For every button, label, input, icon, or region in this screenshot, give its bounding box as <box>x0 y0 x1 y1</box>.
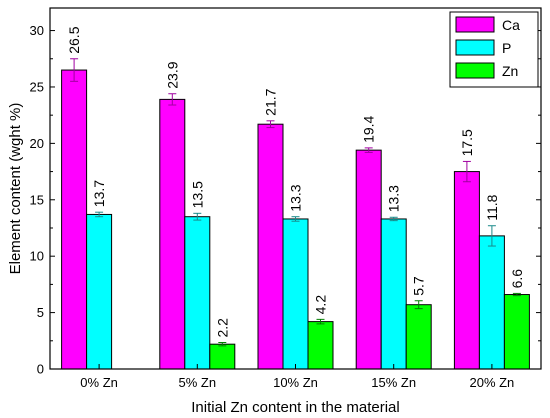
x-tick-label: 0% Zn <box>80 375 118 390</box>
plot-area: 26.5 13.7 23.9 13.5 2.2 21.7 13.3 4.2 19.4 13.3 5.… <box>61 26 530 370</box>
x-axis-title: Initial Zn content in the material <box>191 399 399 416</box>
y-tick-label: 10 <box>30 249 44 264</box>
data-label: 19.4 <box>361 115 377 142</box>
bar-zn <box>307 321 334 370</box>
legend-swatch-ca <box>455 16 495 33</box>
bar-ca <box>257 123 284 370</box>
bar-p <box>380 218 407 370</box>
data-label: 17.5 <box>459 129 475 156</box>
bar-p <box>478 235 505 370</box>
bar-ca <box>61 69 88 370</box>
y-tick-label: 0 <box>37 362 44 377</box>
legend: Ca P Zn <box>449 11 539 88</box>
data-label: 6.6 <box>509 269 525 289</box>
legend-swatch-zn <box>455 62 495 79</box>
y-tick-label: 25 <box>30 79 44 94</box>
bar-p <box>86 213 113 370</box>
bar-zn <box>405 304 432 370</box>
data-label: 21.7 <box>263 88 279 115</box>
data-label: 13.5 <box>189 181 205 208</box>
data-label: 2.2 <box>214 318 230 338</box>
bar-ca <box>159 98 186 370</box>
legend-swatch-p <box>455 39 495 56</box>
x-tick-label: 15% Zn <box>371 375 416 390</box>
data-label: 5.7 <box>411 276 427 296</box>
legend-label-zn: Zn <box>502 63 518 79</box>
x-tick-label: 10% Zn <box>273 375 318 390</box>
legend-label-ca: Ca <box>502 17 520 33</box>
y-tick-label: 30 <box>30 23 44 38</box>
y-tick-label: 20 <box>30 136 44 151</box>
data-label: 23.9 <box>164 61 180 88</box>
data-label: 4.2 <box>313 295 329 315</box>
data-label: 11.8 <box>484 194 500 220</box>
axes: 0 5 10 15 20 25 30 0% Zn 5% Zn 10% Zn 15% Zn 20% Zn <box>30 7 542 390</box>
bar-zn <box>209 343 236 370</box>
bar-p <box>184 216 211 370</box>
bar-p <box>282 218 309 370</box>
bar-ca <box>453 171 480 370</box>
y-axis-title: Element content (wght %) <box>7 103 24 275</box>
bar-ca <box>355 149 382 370</box>
y-tick-label: 5 <box>37 305 44 320</box>
x-tick-label: 5% Zn <box>179 375 217 390</box>
data-label: 13.3 <box>386 185 402 212</box>
x-tick-label: 20% Zn <box>469 375 514 390</box>
data-label: 26.5 <box>66 26 82 53</box>
data-label: 13.3 <box>288 184 304 211</box>
legend-label-p: P <box>502 40 511 56</box>
y-tick-label: 15 <box>30 192 44 207</box>
bar-zn <box>503 294 530 370</box>
data-label: 13.7 <box>91 180 107 207</box>
